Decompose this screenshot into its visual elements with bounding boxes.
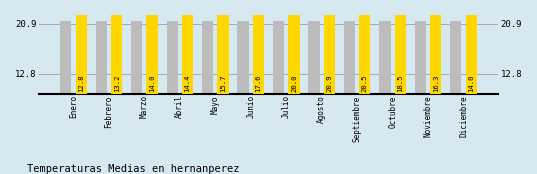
- Bar: [415, 21, 426, 94]
- Text: 14.0: 14.0: [468, 75, 474, 92]
- Bar: [395, 0, 406, 94]
- Bar: [324, 0, 335, 94]
- Text: Temperaturas Medias en hernanperez: Temperaturas Medias en hernanperez: [27, 164, 240, 174]
- Bar: [466, 8, 477, 94]
- Bar: [96, 21, 107, 94]
- Bar: [166, 21, 178, 94]
- Bar: [202, 21, 213, 94]
- Bar: [76, 15, 86, 94]
- Text: 20.5: 20.5: [362, 75, 368, 92]
- Bar: [147, 8, 158, 94]
- Text: 16.3: 16.3: [433, 75, 439, 92]
- Bar: [253, 0, 264, 94]
- Text: 17.6: 17.6: [256, 75, 262, 92]
- Bar: [451, 21, 461, 94]
- Bar: [182, 5, 193, 94]
- Bar: [288, 0, 300, 94]
- Text: 20.9: 20.9: [326, 75, 332, 92]
- Bar: [379, 21, 390, 94]
- Text: 12.8: 12.8: [78, 75, 84, 92]
- Text: 13.2: 13.2: [114, 75, 120, 92]
- Text: 20.0: 20.0: [291, 75, 297, 92]
- Bar: [60, 21, 71, 94]
- Bar: [237, 21, 249, 94]
- Text: 14.0: 14.0: [149, 75, 155, 92]
- Bar: [273, 21, 284, 94]
- Text: 14.4: 14.4: [185, 75, 191, 92]
- Text: 18.5: 18.5: [397, 75, 403, 92]
- Text: 15.7: 15.7: [220, 75, 226, 92]
- Bar: [308, 21, 320, 94]
- Bar: [359, 0, 371, 94]
- Bar: [430, 0, 441, 94]
- Bar: [344, 21, 355, 94]
- Bar: [131, 21, 142, 94]
- Bar: [111, 13, 122, 94]
- Bar: [217, 0, 229, 94]
